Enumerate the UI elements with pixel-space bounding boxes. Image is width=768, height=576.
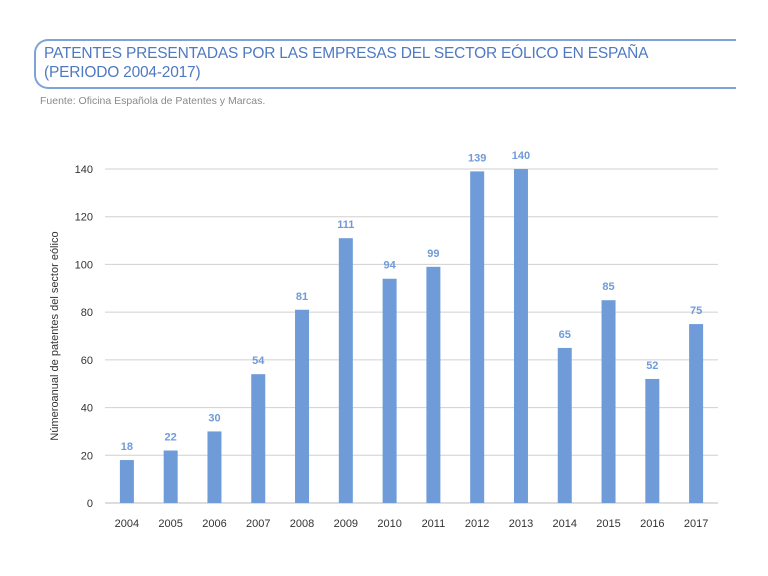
title-frame: [34, 39, 736, 89]
x-tick-label: 2016: [640, 518, 664, 530]
bar: [470, 171, 485, 503]
bar: [426, 266, 441, 503]
bar: [163, 450, 178, 503]
x-tick-label: 2008: [290, 518, 314, 530]
data-label: 85: [602, 281, 614, 293]
chart-title: PATENTES PRESENTADAS POR LAS EMPRESAS DE…: [44, 44, 648, 82]
data-label: 140: [512, 150, 530, 162]
x-tick-label: 2006: [202, 518, 226, 530]
chart-source: Fuente: Oficina Española de Patentes y M…: [40, 95, 266, 107]
bar: [295, 309, 310, 503]
y-axis-label: Númeroanual de patentes del sector eólic…: [49, 231, 61, 440]
data-label: 65: [559, 329, 571, 341]
data-label: 99: [427, 248, 439, 260]
y-tick-label: 20: [81, 450, 93, 462]
x-tick-label: 2013: [509, 518, 533, 530]
bar: [382, 278, 397, 503]
data-label: 111: [337, 219, 354, 231]
bar: [689, 324, 704, 503]
y-tick-label: 80: [81, 307, 93, 319]
x-tick-label: 2017: [684, 518, 708, 530]
data-label: 18: [121, 441, 133, 453]
x-tick-label: 2014: [553, 518, 577, 530]
data-label: 139: [468, 152, 486, 164]
x-tick-label: 2009: [334, 518, 358, 530]
y-tick-label: 0: [87, 498, 93, 510]
chart-title-line2: (PERIODO 2004-2017): [44, 64, 201, 81]
x-tick-label: 2010: [377, 518, 401, 530]
data-label: 94: [383, 260, 396, 272]
data-label: 52: [646, 360, 658, 372]
bar: [513, 169, 528, 503]
bar: [557, 347, 572, 503]
x-tick-label: 2007: [246, 518, 270, 530]
data-label: 22: [165, 432, 177, 444]
data-label: 75: [690, 305, 702, 317]
bar: [251, 374, 266, 503]
y-tick-label: 100: [75, 259, 93, 271]
x-tick-label: 2005: [158, 518, 182, 530]
data-label: 54: [252, 355, 265, 367]
x-tick-label: 2015: [596, 518, 620, 530]
x-tick-label: 2004: [115, 518, 139, 530]
chart-title-line1: PATENTES PRESENTADAS POR LAS EMPRESAS DE…: [44, 45, 649, 62]
bar: [601, 300, 616, 503]
data-label: 81: [296, 291, 308, 303]
x-tick-label: 2011: [422, 518, 446, 530]
y-tick-label: 60: [81, 355, 93, 367]
bar: [119, 460, 134, 503]
y-tick-label: 40: [81, 403, 93, 415]
x-tick-label: 2012: [465, 518, 489, 530]
y-tick-label: 140: [75, 164, 93, 176]
bar: [207, 431, 222, 503]
data-label: 30: [208, 412, 220, 424]
bar: [338, 238, 353, 503]
bar: [645, 378, 660, 503]
y-tick-label: 120: [75, 212, 93, 224]
